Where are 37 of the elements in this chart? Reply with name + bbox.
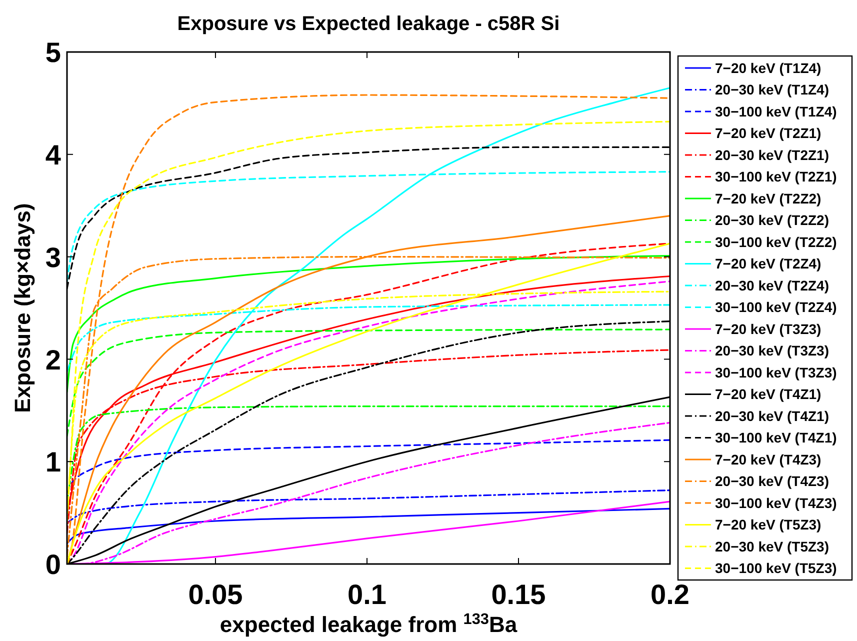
legend-label: 7−20 keV (T1Z4) xyxy=(715,60,822,76)
legend-label: 20−30 keV (T2Z2) xyxy=(715,212,830,228)
legend-label: 7−20 keV (T4Z1) xyxy=(715,386,822,402)
x-tick-label: 0.05 xyxy=(188,579,243,610)
chart-title: Exposure vs Expected leakage - c58R Si xyxy=(177,13,560,35)
legend-label: 30−100 keV (T3Z3) xyxy=(715,364,837,380)
y-axis-title: Exposure (kg×days) xyxy=(10,203,35,413)
legend-label: 7−20 keV (T2Z2) xyxy=(715,190,822,206)
legend-label: 30−100 keV (T5Z3) xyxy=(715,560,837,576)
legend-label: 30−100 keV (T4Z3) xyxy=(715,494,837,511)
legend-label: 20−30 keV (T1Z4) xyxy=(715,82,830,98)
y-tick-label: 1 xyxy=(45,446,61,478)
legend-label: 30−100 keV (T2Z2) xyxy=(715,234,837,250)
legend-label: 30−100 keV (T1Z4) xyxy=(715,103,837,120)
legend-label: 20−30 keV (T3Z3) xyxy=(715,342,830,359)
legend-label: 20−30 keV (T4Z1) xyxy=(715,408,830,424)
y-tick-label: 3 xyxy=(45,242,61,273)
legend-label: 20−30 keV (T4Z3) xyxy=(715,473,830,490)
legend-label: 20−30 keV (T2Z4) xyxy=(715,277,830,294)
x-tick-label: 0.2 xyxy=(650,579,690,610)
y-tick-label: 2 xyxy=(45,344,61,376)
x-tick-label: 0.1 xyxy=(348,579,386,610)
legend-label: 30−100 keV (T2Z4) xyxy=(715,299,837,316)
y-tick-label: 0 xyxy=(45,549,61,580)
legend-label: 20−30 keV (T2Z1) xyxy=(715,146,830,163)
legend-label: 7−20 keV (T4Z3) xyxy=(715,451,822,468)
legend-label: 7−20 keV (T3Z3) xyxy=(715,320,822,337)
legend-label: 30−100 keV (T4Z1) xyxy=(715,430,837,446)
legend-label: 30−100 keV (T2Z1) xyxy=(715,168,837,185)
legend-label: 7−20 keV (T2Z1) xyxy=(715,125,822,142)
y-tick-label: 4 xyxy=(45,139,62,170)
x-tick-label: 0.15 xyxy=(491,579,546,610)
legend-label: 7−20 keV (T2Z4) xyxy=(715,256,822,272)
x-axis-title: expected leakage from $^{133}$Ba xyxy=(220,610,518,637)
legend-label: 20−30 keV (T5Z3) xyxy=(715,538,830,554)
y-tick-label: 5 xyxy=(45,37,61,68)
legend-label: 7−20 keV (T5Z3) xyxy=(715,516,822,533)
